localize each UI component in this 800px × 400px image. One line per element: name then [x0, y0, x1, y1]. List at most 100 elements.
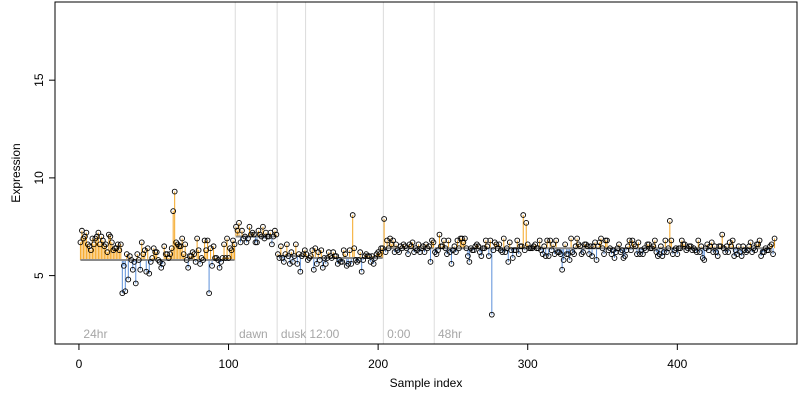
point-415: [696, 249, 703, 255]
point-210: [390, 237, 396, 244]
group-label-4: 0:00: [387, 327, 411, 341]
point-358: [611, 255, 618, 261]
point-432: [722, 249, 729, 255]
point-287: [505, 259, 512, 265]
point-33: [125, 276, 132, 283]
point-293: [514, 237, 521, 244]
point-340: [584, 243, 591, 250]
point-204: [381, 216, 387, 222]
point-81: [197, 261, 203, 267]
point-315: [547, 237, 554, 244]
point-182: [348, 261, 355, 267]
point-85: [203, 247, 209, 254]
point-201: [376, 251, 383, 257]
point-402: [677, 245, 684, 252]
point-71: [182, 241, 188, 248]
point-161: [316, 257, 323, 263]
point-146: [294, 261, 301, 267]
point-223: [409, 239, 416, 246]
point-368: [626, 237, 633, 244]
point-337: [580, 249, 586, 255]
point-26: [114, 241, 121, 248]
point-84: [201, 237, 208, 244]
point-400: [674, 251, 681, 257]
point-385: [652, 237, 658, 244]
point-143: [290, 259, 296, 265]
point-353: [604, 237, 610, 244]
point-87: [206, 290, 212, 297]
point-42: [138, 239, 145, 246]
point-162: [318, 247, 325, 254]
point-9: [89, 235, 96, 242]
point-405: [681, 241, 688, 248]
point-165: [322, 261, 329, 267]
point-283: [499, 249, 506, 255]
point-107: [236, 219, 242, 226]
point-36: [129, 266, 136, 273]
point-220: [405, 251, 411, 257]
point-79: [194, 235, 200, 242]
point-140: [285, 253, 292, 259]
point-343: [589, 253, 595, 259]
point-260: [465, 253, 471, 259]
point-284: [500, 235, 507, 242]
point-465: [771, 235, 778, 242]
point-77: [191, 251, 197, 257]
point-100: [225, 255, 232, 261]
point-128: [267, 229, 274, 236]
point-180: [345, 261, 352, 267]
group-labels: 24hr dawn dusk 12:00 0:00 48hr: [83, 327, 462, 341]
point-249: [448, 261, 455, 267]
point-373: [634, 251, 640, 257]
point-13: [95, 229, 102, 236]
point-274: [485, 253, 492, 259]
point-275: [487, 237, 494, 244]
point-367: [625, 243, 631, 250]
point-379: [643, 247, 649, 254]
point-296: [518, 243, 525, 250]
point-308: [536, 237, 543, 244]
point-63: [170, 208, 177, 214]
point-395: [666, 218, 673, 224]
group-label-2: dusk: [281, 327, 307, 341]
point-464: [770, 251, 776, 257]
point-311: [541, 243, 548, 250]
point-83: [200, 257, 206, 263]
group-separators: [234, 2, 435, 344]
point-434: [725, 249, 732, 255]
point-99: [224, 235, 230, 242]
point-19: [104, 249, 111, 255]
point-137: [281, 259, 287, 265]
point-64: [171, 188, 178, 195]
point-333: [574, 235, 580, 242]
point-212: [393, 241, 399, 248]
point-427: [714, 253, 721, 259]
point-188: [357, 249, 364, 255]
point-157: [310, 266, 317, 273]
point-418: [701, 257, 708, 263]
point-144: [291, 253, 298, 259]
point-56: [159, 261, 166, 267]
point-316: [548, 247, 555, 254]
point-394: [665, 245, 672, 252]
point-61: [167, 251, 174, 257]
point-219: [403, 245, 410, 252]
point-319: [553, 237, 559, 244]
point-155: [307, 253, 314, 259]
point-235: [427, 259, 434, 265]
point-97: [221, 241, 227, 248]
y-tick-label-2: 15: [32, 73, 46, 87]
point-214: [396, 249, 402, 255]
point-114: [246, 223, 253, 230]
x-tick-label-1: 100: [219, 357, 239, 371]
point-164: [321, 255, 328, 261]
x-tick-label-2: 200: [368, 357, 388, 371]
point-369: [628, 247, 634, 254]
point-73: [185, 264, 191, 271]
point-286: [503, 245, 510, 252]
point-104: [231, 241, 238, 248]
point-148: [297, 268, 304, 275]
plot-frame: [54, 1, 798, 345]
point-449: [747, 239, 754, 246]
